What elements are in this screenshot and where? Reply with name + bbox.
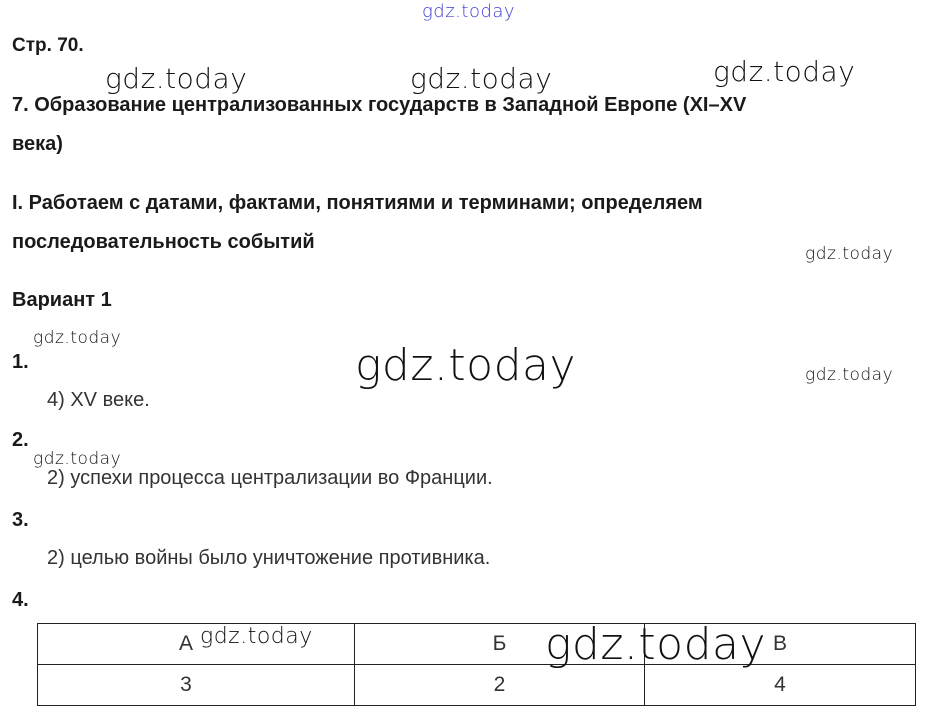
watermark: gdz.today bbox=[33, 328, 122, 348]
watermark-large: gdz.today bbox=[545, 619, 767, 670]
table-header-row: А Б В bbox=[37, 623, 916, 665]
chapter-title: 7. Образование централизованных государс… bbox=[12, 94, 747, 116]
watermark: gdz.today bbox=[105, 62, 248, 95]
watermark: gdz.today bbox=[805, 365, 894, 385]
answer-table: А Б В 3 2 4 bbox=[37, 623, 916, 706]
table-cell: 2 bbox=[354, 664, 645, 706]
table-row: 3 2 4 bbox=[37, 664, 916, 706]
answer: 4) XV веке. bbox=[47, 389, 150, 411]
watermark: gdz.today bbox=[33, 449, 122, 469]
chapter-title-cont: века) bbox=[12, 133, 63, 155]
answer: 2) целью войны было уничтожение противни… bbox=[47, 547, 491, 569]
watermark: gdz.today bbox=[713, 55, 856, 88]
watermark: gdz.today bbox=[805, 244, 894, 264]
table-cell: А bbox=[37, 623, 355, 665]
table-cell: 3 bbox=[37, 664, 355, 706]
table-cell: Б bbox=[354, 623, 645, 665]
question-number: 4. bbox=[12, 589, 29, 611]
watermark: gdz.today bbox=[200, 624, 313, 649]
question-number: 2. bbox=[12, 429, 29, 451]
variant-heading: Вариант 1 bbox=[12, 289, 112, 311]
watermark: gdz.today bbox=[410, 62, 553, 95]
table-cell: 4 bbox=[644, 664, 916, 706]
question-number: 3. bbox=[12, 509, 29, 531]
answer: 2) успехи процесса централизации во Фран… bbox=[47, 467, 493, 489]
watermark-top: gdz.today bbox=[422, 1, 516, 22]
page-ref: Стр. 70. bbox=[12, 35, 84, 56]
section-title: I. Работаем с датами, фактами, понятиями… bbox=[12, 192, 703, 214]
watermark-large: gdz.today bbox=[355, 340, 577, 391]
question-number: 1. bbox=[12, 351, 29, 373]
section-title-cont: последовательность событий bbox=[12, 231, 315, 253]
